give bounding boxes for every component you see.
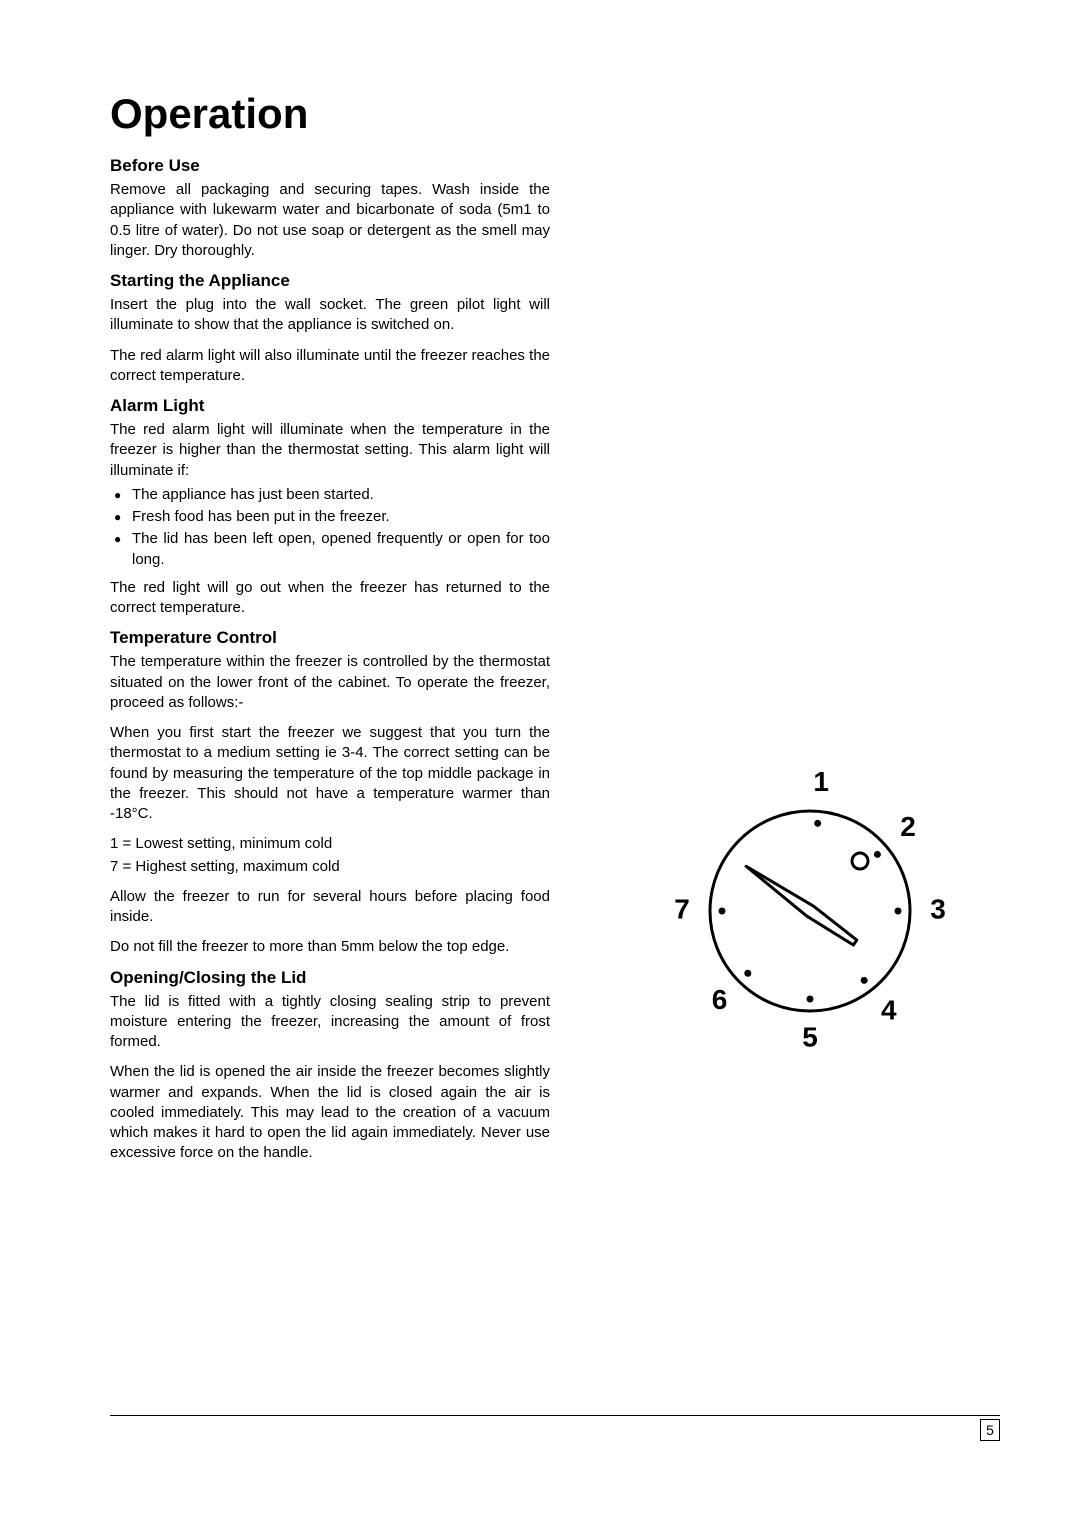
left-column: Before Use Remove all packaging and secu… [110,156,550,1174]
before-use-heading: Before Use [110,156,550,176]
temperature-heading: Temperature Control [110,628,550,648]
svg-text:3: 3 [930,893,946,924]
lid-heading: Opening/Closing the Lid [110,968,550,988]
alarm-bullet-3: The lid has been left open, opened frequ… [110,529,550,570]
alarm-bullet-list: The appliance has just been started. Fre… [110,485,550,570]
starting-text-2: The red alarm light will also illuminate… [110,346,550,387]
lid-text-2: When the lid is opened the air inside th… [110,1062,550,1163]
alarm-heading: Alarm Light [110,396,550,416]
before-use-text: Remove all packaging and securing tapes.… [110,180,550,261]
right-column: 1 2 3 4 5 6 7 [590,156,1000,1174]
temperature-text-6: Do not fill the freezer to more than 5mm… [110,937,550,957]
footer-divider [110,1415,1000,1416]
svg-text:7: 7 [674,893,690,924]
alarm-text-2: The red light will go out when the freez… [110,578,550,619]
temperature-text-1: The temperature within the freezer is co… [110,652,550,713]
svg-text:2: 2 [900,811,916,842]
temperature-text-3: 1 = Lowest setting, minimum cold [110,834,550,854]
temperature-text-2: When you first start the freezer we sugg… [110,723,550,824]
page-title: Operation [110,90,1000,138]
alarm-bullet-2: Fresh food has been put in the freezer. [110,507,550,527]
svg-text:4: 4 [881,994,897,1025]
starting-text-1: Insert the plug into the wall socket. Th… [110,295,550,336]
svg-text:1: 1 [813,766,829,797]
lid-text-1: The lid is fitted with a tightly closing… [110,992,550,1053]
page-number: 5 [980,1419,1000,1441]
starting-heading: Starting the Appliance [110,271,550,291]
svg-text:6: 6 [712,984,728,1015]
temperature-text-4: 7 = Highest setting, maximum cold [110,857,550,877]
svg-text:5: 5 [802,1021,818,1052]
alarm-text-1: The red alarm light will illuminate when… [110,420,550,481]
content-area: Before Use Remove all packaging and secu… [110,156,1000,1174]
alarm-bullet-1: The appliance has just been started. [110,485,550,505]
temperature-text-5: Allow the freezer to run for several hou… [110,887,550,928]
thermostat-dial-diagram: 1234567 [640,766,980,1046]
